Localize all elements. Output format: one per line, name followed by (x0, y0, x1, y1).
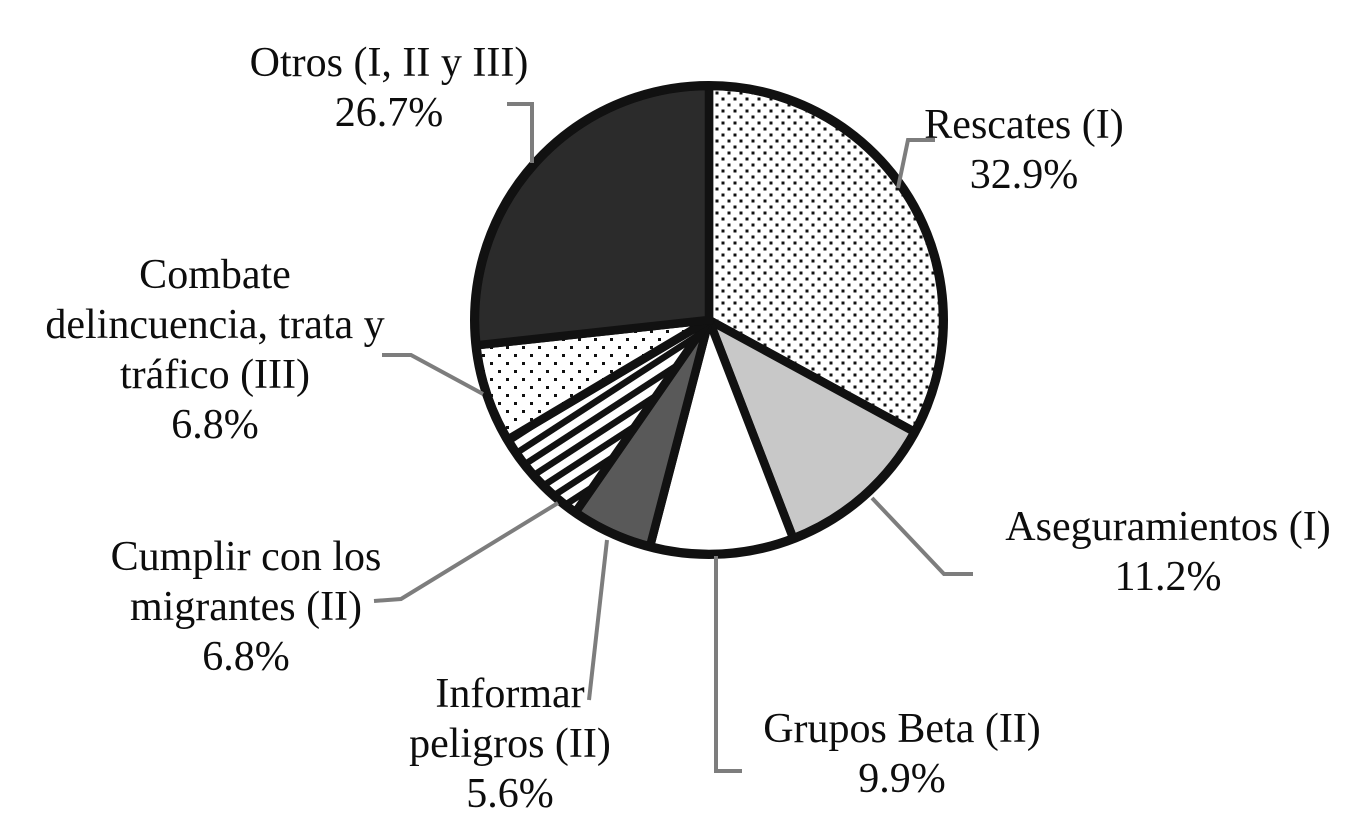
label-cumplir-pct: 6.8% (202, 634, 290, 680)
label-grupos-beta-pct: 9.9% (858, 756, 946, 802)
label-otros-pct: 26.7% (334, 90, 444, 136)
label-informar-line0: Informar (435, 671, 585, 717)
label-rescates-pct: 32.9% (969, 152, 1079, 198)
label-rescates: Rescates (I) 32.9% (924, 100, 1123, 200)
label-cumplir-line1: migrantes (II) (129, 584, 363, 630)
leader-line-combate (382, 353, 484, 396)
leader-line-grupos-beta (714, 556, 742, 773)
label-otros: Otros (I, II y III) 26.7% (250, 38, 529, 138)
leader-lines (373, 102, 973, 773)
pie-outer-ring (470, 81, 948, 559)
label-aseguramientos-pct: 11.2% (1114, 554, 1222, 600)
label-informar-line1: peligros (II) (409, 721, 611, 767)
leader-line-otros (507, 102, 534, 163)
label-combate-line0: Combate (139, 252, 291, 298)
label-combate-line1: delincuencia, trata y (45, 302, 385, 348)
label-otros-name: Otros (I, II y III) (249, 40, 529, 86)
label-grupos-beta-name: Grupos Beta (II) (763, 706, 1041, 752)
leader-line-rescates (896, 138, 935, 189)
leader-line-aseguramientos (870, 496, 973, 576)
label-cumplir-line0: Cumplir con los (110, 534, 382, 580)
label-aseguramientos-name: Aseguramientos (I) (1005, 504, 1331, 550)
leader-line-informar (587, 539, 609, 701)
label-combate-line2: tráfico (III) (119, 352, 311, 398)
label-combate-pct: 6.8% (171, 402, 259, 448)
leader-line-cumplir (373, 501, 560, 603)
label-grupos-beta: Grupos Beta (II) 9.9% (763, 704, 1041, 804)
label-cumplir: Cumplir con los migrantes (II) 6.8% (111, 532, 382, 682)
label-informar-pct: 5.6% (466, 771, 554, 817)
label-combate: Combate delincuencia, trata y tráfico (I… (45, 250, 384, 450)
label-informar: Informar peligros (II) 5.6% (409, 669, 611, 819)
label-aseguramientos: Aseguramientos (I) 11.2% (1005, 502, 1330, 602)
label-rescates-name: Rescates (I) (924, 102, 1124, 148)
